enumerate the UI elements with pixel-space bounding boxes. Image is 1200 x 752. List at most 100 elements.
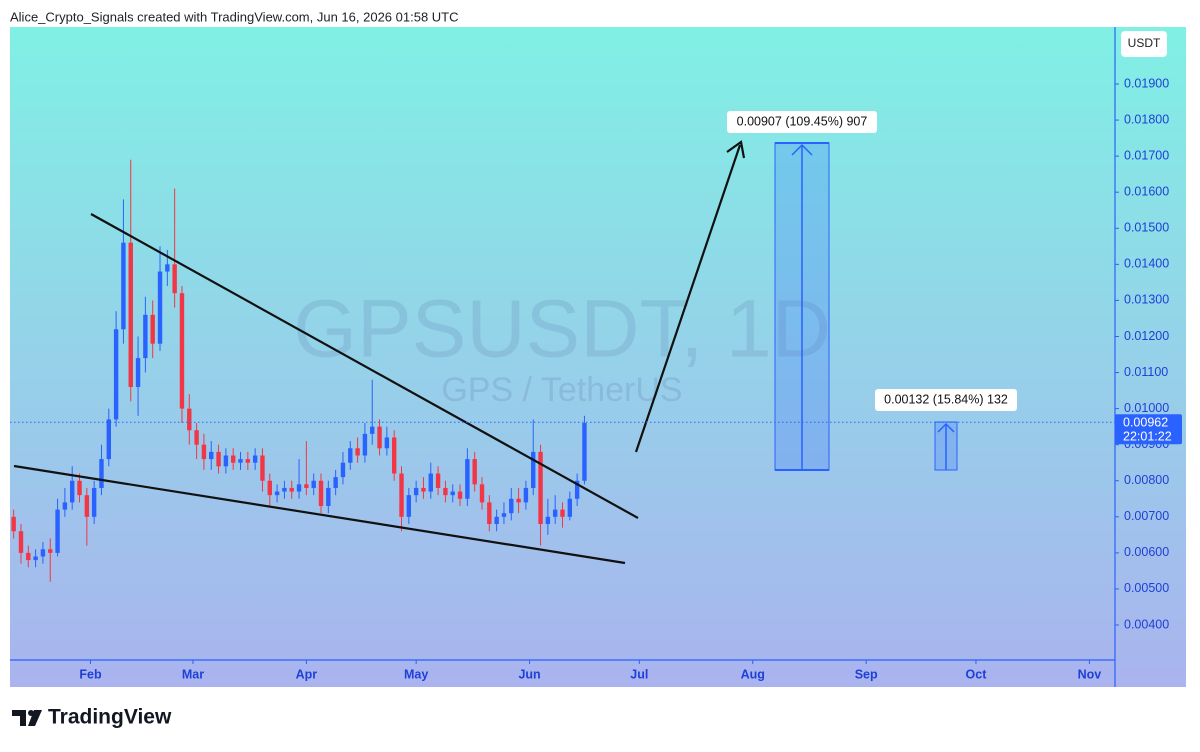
candle-body: [296, 484, 302, 492]
x-tick-label: Jun: [518, 667, 540, 681]
candle-body: [391, 437, 397, 474]
logo-mark: [12, 710, 26, 726]
candle-body: [501, 513, 507, 517]
candle-body: [70, 480, 75, 503]
candle-body: [84, 495, 90, 517]
candle-body: [516, 498, 521, 503]
y-tick-label: 0.01500: [1124, 221, 1169, 235]
candle-body: [377, 426, 382, 449]
candle-body: [230, 455, 236, 463]
candle-body: [260, 455, 265, 481]
candle-body: [165, 264, 170, 272]
y-tick-label: 0.00800: [1124, 473, 1169, 487]
candle-body: [282, 487, 287, 492]
candle-body: [252, 455, 258, 463]
candle-body: [187, 408, 192, 431]
candle-body: [245, 459, 251, 463]
y-tick-label: 0.00600: [1124, 545, 1169, 559]
x-tick-label: Apr: [296, 667, 318, 681]
candle-body: [340, 462, 346, 478]
candle-body: [406, 495, 412, 517]
candle-body: [135, 358, 141, 387]
candle-body: [413, 487, 419, 496]
candle-body: [223, 455, 229, 467]
candle-body: [487, 502, 492, 525]
candle-body: [435, 473, 441, 488]
candle-body: [428, 473, 433, 492]
candle-body: [77, 480, 82, 496]
y-tick-label: 0.01900: [1124, 76, 1169, 90]
candle-body: [143, 314, 148, 359]
watermark-title: GPSUSDT, 1D: [293, 284, 831, 375]
candle-body: [99, 459, 104, 488]
candle-body: [209, 451, 214, 460]
trendline-upper: [90, 213, 639, 519]
candle-body: [472, 459, 477, 485]
candle-body: [113, 329, 119, 420]
arrow-line: [634, 144, 742, 453]
candle-body: [333, 477, 338, 488]
annotation: 0.00132 (15.84%) 132: [884, 392, 1008, 406]
candle-body: [574, 480, 580, 499]
candle-body: [494, 516, 499, 525]
candle-body: [318, 480, 324, 506]
projection-arrow-head: [791, 143, 813, 156]
x-tick-label: Oct: [966, 667, 988, 681]
candle-body: [443, 487, 448, 496]
candle-body: [348, 448, 353, 463]
x-tick-label: Mar: [182, 667, 204, 681]
candle-body: [128, 242, 133, 387]
x-tick-label: Nov: [1078, 667, 1102, 681]
candle-body: [18, 531, 24, 553]
y-tick-label: 0.01800: [1124, 112, 1169, 126]
candle-body: [311, 480, 316, 488]
candle-body: [55, 509, 60, 553]
candle-body: [216, 451, 221, 467]
brand-logo: [12, 710, 42, 726]
candle-body: [238, 459, 243, 463]
candles: [11, 159, 587, 582]
candle-body: [172, 264, 177, 294]
x-tick-label: Feb: [79, 667, 102, 681]
y-tick-label: 0.00500: [1124, 581, 1169, 595]
candle-body: [201, 444, 207, 460]
candle-body: [523, 487, 529, 503]
watermark-subtitle: GPS / TetherUS: [441, 371, 682, 409]
chart-area: [10, 27, 1186, 687]
candle-body: [326, 487, 331, 506]
y-tick-label: 0.00700: [1124, 509, 1169, 523]
y-tick-label: 0.01700: [1124, 148, 1169, 162]
last-price-box: [1115, 414, 1182, 445]
candle-body: [267, 480, 272, 496]
y-tick-label: 0.01300: [1124, 293, 1169, 307]
candle-body: [582, 423, 587, 481]
arrow-head: [726, 140, 746, 159]
y-tick-label: 0.01000: [1124, 401, 1169, 415]
y-tick-label: 0.01600: [1124, 184, 1169, 198]
candle-body: [121, 242, 126, 330]
candle-body: [399, 473, 404, 517]
logo-mark: [28, 710, 42, 726]
annotation: 0.00907 (109.45%) 907: [737, 114, 868, 128]
annotation-box: [875, 389, 1017, 411]
projection-arrow-head: [937, 422, 955, 433]
candle-body: [545, 516, 551, 525]
candle-body: [11, 516, 16, 532]
header: Alice_Crypto_Signals created with Tradin…: [10, 9, 459, 24]
candle-body: [40, 549, 46, 557]
candle-body: [106, 419, 111, 460]
candle-body: [560, 509, 565, 517]
candle-body: [421, 487, 426, 492]
candle-body: [509, 498, 514, 514]
x-tick-label: May: [404, 667, 428, 681]
currency-label: USDT: [1128, 36, 1161, 50]
candle-body: [355, 448, 360, 456]
brand: TradingView: [48, 706, 172, 729]
candle-body: [531, 451, 536, 488]
candle-body: [370, 426, 375, 434]
candle-body: [179, 293, 185, 409]
candle-body: [479, 484, 485, 503]
candle-body: [157, 271, 163, 344]
